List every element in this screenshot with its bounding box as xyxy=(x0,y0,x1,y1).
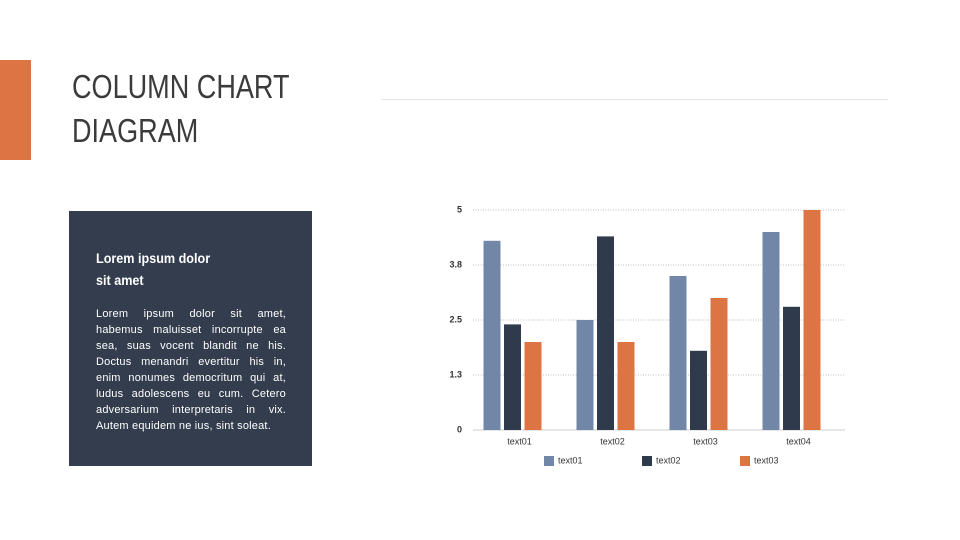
heading-line: sit amet xyxy=(96,272,144,288)
bar xyxy=(617,342,635,430)
y-tick-label: 0 xyxy=(457,424,462,434)
title-line: COLUMN CHART xyxy=(72,68,290,105)
bar xyxy=(504,324,521,430)
y-tick-label: 1.3 xyxy=(449,369,462,379)
bar xyxy=(762,232,780,430)
legend-swatch xyxy=(740,456,750,466)
y-tick-label: 3.8 xyxy=(449,259,462,269)
bar xyxy=(783,306,800,430)
bar xyxy=(576,320,594,430)
accent-bar xyxy=(0,60,31,160)
legend-label: text01 xyxy=(558,455,583,465)
legend-label: text02 xyxy=(656,455,681,465)
bar xyxy=(710,298,728,430)
bar xyxy=(524,342,542,430)
sidebar-heading: Lorem ipsum dolor sit amet xyxy=(96,247,210,291)
bar xyxy=(483,240,501,430)
sidebar-body: Lorem ipsum dolor sit amet, habemus malu… xyxy=(96,308,286,432)
title-line: DIAGRAM xyxy=(72,112,199,149)
bar xyxy=(690,350,707,430)
x-tick-label: text04 xyxy=(786,436,811,446)
x-tick-label: text02 xyxy=(600,436,625,446)
bar xyxy=(803,210,821,430)
bar xyxy=(669,276,687,430)
legend-swatch xyxy=(642,456,652,466)
divider xyxy=(381,99,888,100)
sidebar-box xyxy=(69,211,312,466)
legend-label: text03 xyxy=(754,455,779,465)
title: COLUMN CHART DIAGRAM xyxy=(72,65,290,153)
heading-line: Lorem ipsum dolor xyxy=(96,250,211,266)
y-tick-label: 2.5 xyxy=(449,314,462,324)
x-tick-label: text03 xyxy=(693,436,718,446)
y-tick-label: 5 xyxy=(457,204,462,214)
x-tick-label: text01 xyxy=(507,436,532,446)
legend-swatch xyxy=(544,456,554,466)
bar xyxy=(597,236,614,430)
